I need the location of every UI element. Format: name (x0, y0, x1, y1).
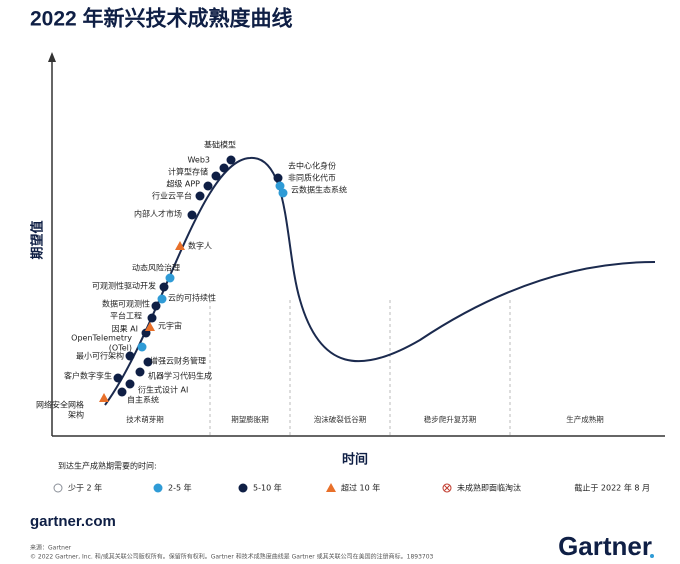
legend-label: 超过 10 年 (341, 483, 380, 493)
footer-source: 来源：Gartner (30, 544, 72, 552)
technology-label: 可观测性驱动开发 (92, 281, 156, 291)
technology-marker (157, 294, 167, 304)
legend-marker (53, 483, 63, 493)
legend-label: 2-5 年 (168, 483, 192, 493)
hype-curve (104, 156, 656, 406)
legend-marker (326, 483, 336, 492)
technology-label: 架构 (68, 410, 84, 420)
technology-marker (165, 273, 175, 283)
technology-marker (125, 351, 135, 361)
technology-label: 数字人 (188, 241, 212, 251)
legend-label: 少于 2 年 (68, 483, 102, 493)
technology-marker (135, 367, 145, 377)
technology-marker (159, 282, 169, 292)
phase-label: 稳步爬升复苏期 (424, 414, 477, 424)
technology-marker (275, 181, 285, 191)
technology-marker (278, 188, 288, 198)
technology-label: 因果 AI (112, 325, 138, 334)
technology-marker (211, 171, 221, 181)
legend-marker (238, 483, 248, 493)
technology-label: 自主系统 (127, 395, 159, 405)
technology-label: 网络安全网格 (36, 400, 84, 410)
legend-as-of: 截止于 2022 年 8 月 (574, 483, 650, 493)
technology-label: OpenTelemetry (71, 334, 132, 343)
legend-title: 到达生产成熟期需要的时间: (58, 461, 157, 471)
phase-label: 期望膨胀期 (231, 414, 269, 424)
technology-label: 衍生式设计 AI (138, 385, 188, 395)
legend-marker (444, 485, 450, 491)
technology-label: 数据可观测性 (102, 299, 150, 309)
technology-label: 元宇宙 (158, 321, 182, 331)
technology-marker (125, 379, 135, 389)
technology-label: 计算型存储 (168, 167, 208, 177)
technology-label: 行业云平台 (152, 191, 192, 201)
y-axis-label: 期望值 (30, 220, 46, 259)
technology-label: 内部人才市场 (134, 209, 182, 219)
technology-label: 云的可持续性 (168, 293, 216, 303)
footer-site: gartner.com (30, 513, 116, 530)
phase-label: 技术萌芽期 (126, 414, 164, 424)
logo-dot (650, 554, 654, 558)
footer-copyright: © 2022 Gartner, Inc. 和/或其关联公司版权所有。保留所有权利… (30, 553, 434, 561)
technology-marker (137, 342, 147, 352)
technology-label: 客户数字孪生 (64, 371, 112, 381)
legend-marker (153, 483, 163, 493)
legend-label: 未成熟即面临淘汰 (457, 483, 521, 493)
technology-marker (195, 191, 205, 201)
x-axis-label: 时间 (342, 452, 368, 468)
technology-label: 去中心化身份 (288, 161, 336, 171)
phase-label: 泡沫破裂低谷期 (314, 414, 367, 424)
technology-marker (151, 301, 161, 311)
technology-marker (143, 357, 153, 367)
technology-marker (99, 393, 109, 402)
y-arrow (48, 52, 56, 62)
logo: Gartner (558, 531, 652, 561)
technology-marker (175, 241, 185, 250)
technology-label: (OTel) (109, 344, 132, 353)
technology-marker (219, 163, 229, 173)
technology-marker (187, 210, 197, 220)
technology-label: 平台工程 (110, 311, 142, 321)
technology-label: 非同质化代币 (288, 173, 336, 183)
technology-label: 增强云财务管理 (150, 356, 206, 366)
technology-label: 最小可行架构 (76, 351, 124, 361)
technology-marker (145, 322, 155, 331)
technology-marker (203, 181, 213, 191)
technology-label: Web3 (187, 156, 210, 165)
technology-marker (147, 313, 157, 323)
technology-label: 云数据生态系统 (291, 185, 347, 195)
title: 2022 年新兴技术成熟度曲线 (30, 7, 293, 31)
technology-label: 动态风险治理 (132, 263, 180, 273)
technology-label: 超级 APP (166, 179, 200, 189)
technology-marker (273, 173, 283, 183)
technology-marker (113, 373, 123, 383)
technology-label: 机器学习代码生成 (148, 371, 212, 381)
phase-label: 生产成熟期 (566, 414, 604, 424)
technology-marker (117, 387, 127, 397)
legend-label: 5-10 年 (253, 483, 282, 493)
technology-label: 基础模型 (204, 140, 236, 150)
technology-marker (226, 155, 236, 165)
